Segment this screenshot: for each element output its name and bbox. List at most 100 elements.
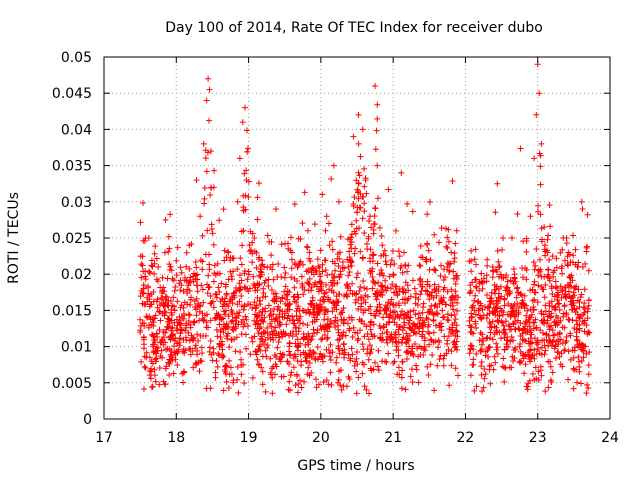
data-point xyxy=(514,317,521,324)
data-point xyxy=(227,254,234,261)
data-point xyxy=(418,345,425,352)
data-point xyxy=(500,235,507,241)
data-point xyxy=(378,282,385,289)
data-point xyxy=(230,268,237,275)
data-point xyxy=(535,202,542,209)
data-point xyxy=(583,350,590,357)
data-point xyxy=(171,287,178,294)
data-point xyxy=(266,238,273,245)
data-point xyxy=(191,298,198,305)
data-point xyxy=(308,336,315,343)
data-point xyxy=(273,315,280,322)
data-points xyxy=(137,61,593,397)
data-point xyxy=(328,175,335,182)
data-point xyxy=(507,313,514,320)
data-point xyxy=(538,225,545,232)
data-point xyxy=(186,345,193,352)
data-point xyxy=(581,300,588,307)
data-point xyxy=(185,318,192,325)
data-point xyxy=(545,232,552,239)
data-point xyxy=(353,274,360,281)
data-point xyxy=(435,337,442,344)
data-point xyxy=(181,368,188,375)
data-point xyxy=(305,339,312,346)
data-point xyxy=(399,269,406,276)
data-point xyxy=(287,351,294,358)
data-point xyxy=(294,343,301,350)
data-point xyxy=(199,286,206,293)
data-point xyxy=(544,249,551,256)
data-point xyxy=(448,362,455,369)
data-point xyxy=(413,366,420,373)
data-point xyxy=(199,310,206,317)
data-point xyxy=(340,341,347,348)
data-point xyxy=(399,336,406,343)
data-point xyxy=(446,325,453,332)
data-point xyxy=(233,318,240,325)
data-point xyxy=(510,337,517,344)
data-point xyxy=(216,314,223,321)
data-point xyxy=(304,371,311,378)
data-point xyxy=(425,371,432,378)
data-point xyxy=(265,302,272,309)
data-point xyxy=(529,297,536,304)
data-point xyxy=(209,230,216,237)
data-point xyxy=(538,308,545,315)
data-point xyxy=(472,292,479,299)
data-point xyxy=(348,258,355,265)
data-point xyxy=(177,330,184,337)
data-point xyxy=(494,329,501,336)
data-point xyxy=(138,274,145,281)
data-point xyxy=(453,276,460,283)
data-point xyxy=(513,294,520,301)
data-point xyxy=(340,305,347,312)
data-point xyxy=(156,381,163,388)
data-point xyxy=(309,297,316,304)
data-point xyxy=(395,352,402,359)
data-point xyxy=(316,353,323,360)
data-point xyxy=(510,266,517,273)
data-point xyxy=(257,323,264,330)
data-point xyxy=(400,289,407,296)
data-point xyxy=(374,287,381,294)
data-point xyxy=(258,331,265,337)
data-point xyxy=(555,341,562,348)
data-point xyxy=(267,263,274,270)
data-point xyxy=(567,283,574,290)
data-point xyxy=(153,276,160,283)
x-tick-label: 18 xyxy=(167,430,185,446)
data-point xyxy=(250,273,257,280)
data-point xyxy=(401,300,408,307)
data-point xyxy=(306,309,313,316)
data-point xyxy=(468,313,475,320)
data-point xyxy=(185,311,192,318)
data-point xyxy=(570,232,577,239)
data-point xyxy=(139,253,146,260)
data-point xyxy=(268,316,275,323)
data-point xyxy=(308,287,315,294)
data-point xyxy=(255,282,262,289)
data-point xyxy=(328,317,335,324)
data-point xyxy=(494,300,501,307)
data-point xyxy=(348,221,355,228)
data-point xyxy=(477,300,484,307)
data-point xyxy=(221,311,228,318)
data-point xyxy=(529,370,536,377)
data-point xyxy=(156,309,163,316)
chart-title: Day 100 of 2014, Rate Of TEC Index for r… xyxy=(165,20,543,36)
data-point xyxy=(366,350,373,357)
data-point xyxy=(364,330,371,337)
data-point xyxy=(429,289,436,296)
data-point xyxy=(538,372,545,379)
data-point xyxy=(314,256,321,263)
data-point xyxy=(275,339,282,346)
data-point xyxy=(584,211,591,218)
data-point xyxy=(431,387,438,394)
data-point xyxy=(451,250,458,257)
data-point xyxy=(299,307,306,314)
data-point xyxy=(145,284,152,291)
data-point xyxy=(420,304,427,311)
data-point xyxy=(451,311,458,318)
data-point xyxy=(452,316,459,323)
data-point xyxy=(176,339,183,346)
